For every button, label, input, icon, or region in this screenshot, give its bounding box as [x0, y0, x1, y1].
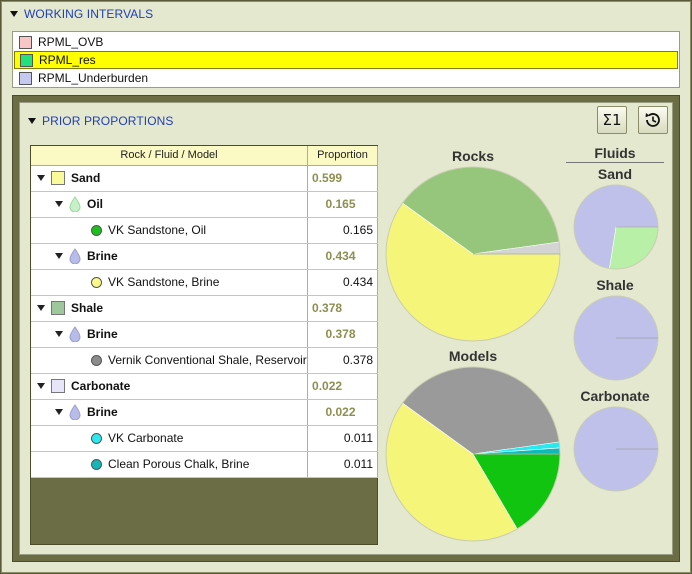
proportion-value[interactable]: 0.378 [325, 327, 356, 341]
table-row[interactable]: VK Carbonate 0.011 [31, 425, 378, 452]
model-label: Vernik Conventional Shale, Reservoir [108, 353, 307, 367]
proportion-value[interactable]: 0.378 [342, 353, 373, 367]
working-intervals-header[interactable]: WORKING INTERVALS [10, 7, 153, 21]
table-row[interactable]: Sand 0.599 [31, 165, 378, 192]
proportion-value[interactable]: 0.022 [325, 405, 356, 419]
collapse-triangle-icon[interactable] [28, 118, 36, 124]
proportion-value[interactable]: 0.165 [342, 223, 373, 237]
proportion-value[interactable]: 0.599 [312, 171, 343, 185]
table-row[interactable]: VK Sandstone, Oil 0.165 [31, 217, 378, 244]
fluid-label: Brine [87, 405, 118, 419]
expand-triangle-icon[interactable] [55, 253, 63, 259]
interval-item-underburden[interactable]: RPML_Underburden [14, 69, 678, 87]
model-color-dot [91, 354, 102, 366]
interval-color-swatch [20, 53, 33, 67]
fluid-sand-title: Sand [597, 166, 633, 182]
brine-drop-icon [69, 248, 81, 264]
working-intervals-list: RPML_OVB RPML_res RPML_Underburden [12, 31, 680, 88]
pie-slice-oil[interactable] [609, 226, 659, 270]
collapse-triangle-icon[interactable] [10, 11, 18, 17]
proportion-value[interactable]: 0.434 [325, 249, 356, 263]
expand-triangle-icon[interactable] [55, 409, 63, 415]
fluid-shale-title: Shale [596, 277, 634, 293]
table-row[interactable]: Vernik Conventional Shale, Reservoir 0.3… [31, 347, 378, 374]
models-pie-chart [385, 366, 561, 542]
interval-label: RPML_res [39, 53, 96, 67]
rock-color-swatch [51, 301, 65, 315]
expand-triangle-icon[interactable] [37, 175, 45, 181]
expand-triangle-icon[interactable] [37, 305, 45, 311]
interval-color-swatch [19, 71, 32, 85]
brine-drop-icon [69, 326, 81, 342]
oil-drop-icon [69, 196, 81, 212]
rocks-chart-title: Rocks [451, 148, 495, 164]
proportions-table-container: Rock / Fluid / Model Proportion Sand 0.5… [30, 145, 378, 545]
model-label: VK Carbonate [108, 431, 184, 445]
model-color-dot [91, 432, 102, 444]
working-intervals-title: WORKING INTERVALS [24, 7, 154, 21]
proportion-value[interactable]: 0.378 [312, 301, 343, 315]
history-reset-icon [645, 113, 660, 127]
fluid-carbonate-title: Carbonate [580, 388, 650, 404]
expand-triangle-icon[interactable] [37, 383, 45, 389]
proportion-value[interactable]: 0.022 [312, 379, 343, 393]
rock-label: Sand [71, 171, 101, 185]
model-color-dot [91, 224, 102, 236]
prior-proportions-title: PRIOR PROPORTIONS [42, 114, 174, 128]
interval-item-res[interactable]: RPML_res [14, 51, 678, 69]
rock-color-swatch [51, 171, 65, 185]
fluids-chart-title: Fluids [566, 145, 664, 163]
models-chart-title: Models [448, 348, 498, 364]
proportion-value[interactable]: 0.165 [325, 197, 356, 211]
column-header-name[interactable]: Rock / Fluid / Model [31, 146, 309, 166]
interval-color-swatch [19, 35, 32, 49]
column-header-proportion[interactable]: Proportion [307, 146, 378, 166]
model-color-dot [91, 458, 102, 470]
table-row[interactable]: Clean Porous Chalk, Brine 0.011 [31, 451, 378, 478]
shale-fluids-pie-chart [573, 295, 659, 381]
normalize-sum-button[interactable]: Σ1 [597, 106, 627, 134]
model-label: VK Sandstone, Brine [108, 275, 220, 289]
table-row[interactable]: VK Sandstone, Brine 0.434 [31, 269, 378, 296]
proportion-value[interactable]: 0.434 [342, 275, 373, 289]
carbonate-fluids-pie-chart [573, 406, 659, 492]
sigma-icon: Σ1 [602, 111, 622, 129]
interval-item-ovb[interactable]: RPML_OVB [14, 33, 678, 51]
model-label: Clean Porous Chalk, Brine [108, 457, 250, 471]
table-row[interactable]: Shale 0.378 [31, 295, 378, 322]
table-row[interactable]: Brine 0.022 [31, 399, 378, 426]
expand-triangle-icon[interactable] [55, 201, 63, 207]
brine-drop-icon [69, 404, 81, 420]
prior-proportions-header[interactable]: PRIOR PROPORTIONS [28, 114, 174, 128]
expand-triangle-icon[interactable] [55, 331, 63, 337]
table-row[interactable]: Carbonate 0.022 [31, 373, 378, 400]
table-row[interactable]: Brine 0.434 [31, 243, 378, 270]
model-color-dot [91, 276, 102, 288]
rock-label: Shale [71, 301, 104, 315]
rock-label: Carbonate [71, 379, 131, 393]
reset-history-button[interactable] [638, 106, 668, 134]
fluid-label: Brine [87, 327, 118, 341]
table-row[interactable]: Brine 0.378 [31, 321, 378, 348]
fluid-label: Oil [87, 197, 104, 211]
table-row[interactable]: Oil 0.165 [31, 191, 378, 218]
proportions-table: Rock / Fluid / Model Proportion Sand 0.5… [31, 146, 378, 478]
proportion-value[interactable]: 0.011 [343, 431, 373, 445]
fluid-label: Brine [87, 249, 118, 263]
rocks-pie-chart [385, 166, 561, 342]
model-label: VK Sandstone, Oil [108, 223, 207, 237]
interval-label: RPML_Underburden [38, 71, 149, 85]
proportion-value[interactable]: 0.011 [343, 457, 373, 471]
sand-fluids-pie-chart [573, 184, 659, 270]
interval-label: RPML_OVB [38, 35, 104, 49]
rock-color-swatch [51, 379, 65, 393]
